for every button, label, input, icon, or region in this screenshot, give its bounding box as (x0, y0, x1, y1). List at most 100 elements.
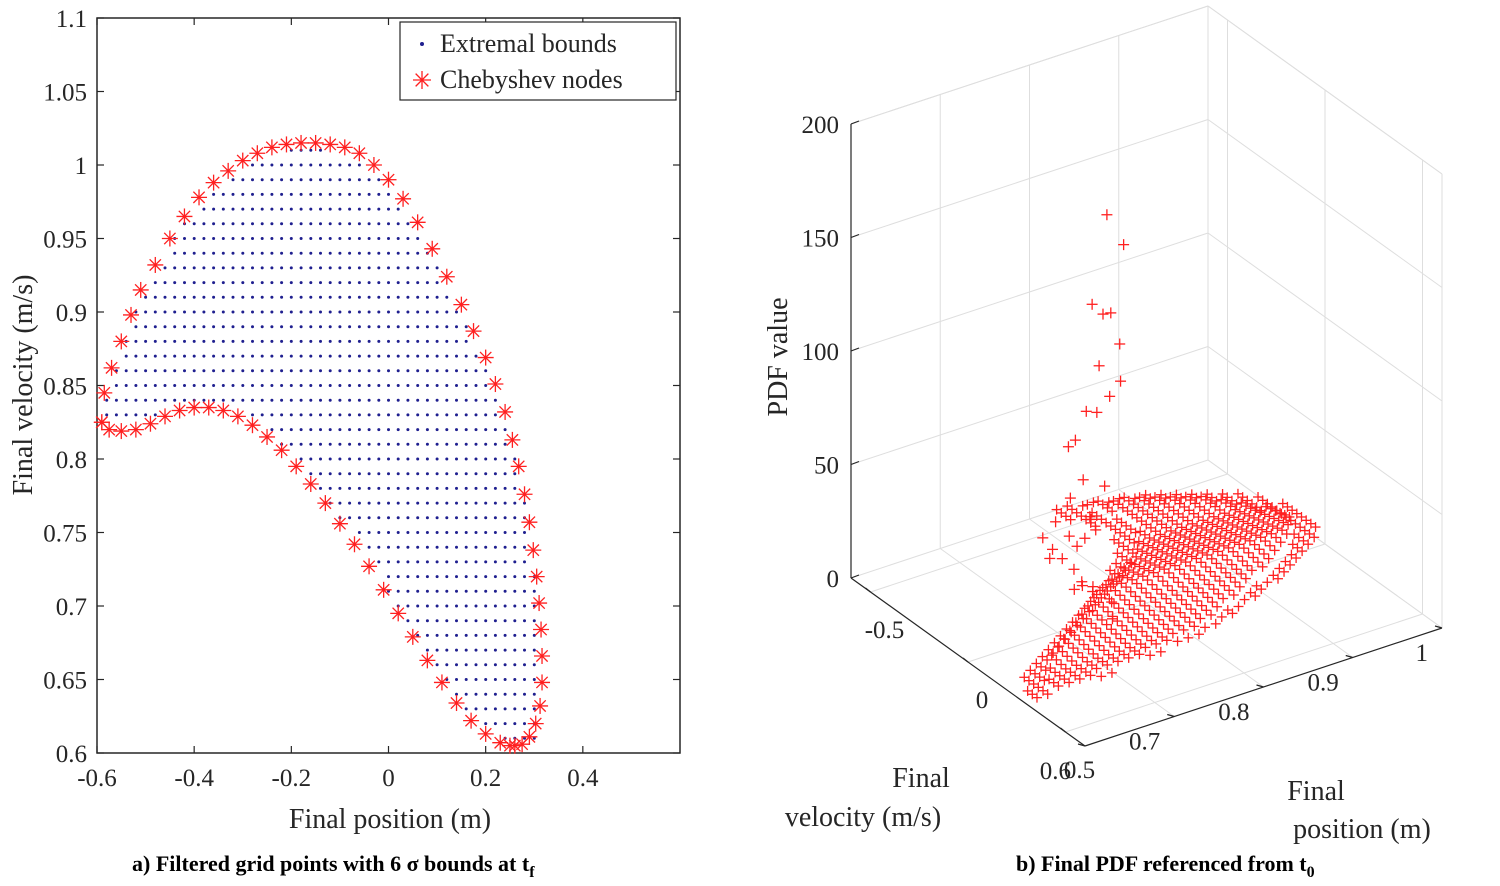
extremal-point (425, 325, 429, 329)
extremal-point (406, 413, 410, 417)
extremal-point (484, 486, 488, 490)
pdf-point (1044, 552, 1056, 564)
extremal-point (493, 633, 497, 637)
chebyshev-node (244, 417, 261, 434)
chebyshev-node (132, 281, 149, 298)
extremal-point (309, 295, 313, 299)
panel-b-caption-text: b) Final PDF referenced from t (1016, 851, 1307, 876)
extremal-point (396, 545, 400, 549)
chebyshev-stroke (304, 477, 317, 491)
extremal-point (474, 648, 478, 652)
extremal-point (455, 398, 458, 402)
pdf-point (1163, 567, 1174, 578)
extremal-point (270, 354, 274, 358)
extremal-point (377, 501, 381, 505)
pdf-point (1173, 620, 1184, 631)
extremal-point (464, 678, 468, 681)
extremal-point (319, 295, 322, 299)
chebyshev-stroke (129, 423, 142, 436)
pdf-point (1166, 550, 1177, 561)
chebyshev-node (487, 376, 504, 393)
extremal-point (367, 531, 371, 534)
pdf-point (1256, 524, 1267, 535)
extremal-point (377, 369, 381, 373)
pdf-point (1093, 360, 1105, 372)
pdf-point (1168, 572, 1179, 583)
extremal-point (183, 339, 186, 343)
chebyshev-node (317, 495, 334, 512)
extremal-point (280, 295, 284, 299)
pdf-point (1258, 548, 1269, 559)
extremal-point (124, 354, 128, 358)
extremal-point (251, 384, 254, 387)
extremal-point (455, 633, 458, 637)
pdf-point (1204, 579, 1215, 590)
extremal-point (144, 413, 148, 417)
extremal-point (503, 428, 507, 432)
extremal-point (493, 589, 497, 593)
panel-a-x-tick-labels: -0.6 -0.4 -0.2 0 0.2 0.4 (77, 765, 599, 792)
pdf-point (1138, 613, 1149, 624)
chebyshev-node (234, 152, 251, 169)
pdf-point (1271, 532, 1282, 543)
extremal-point (503, 678, 507, 681)
extremal-point (270, 325, 274, 329)
pdf-point (1130, 527, 1141, 538)
pdf-point (1114, 572, 1125, 583)
extremal-point (348, 501, 352, 505)
extremal-point (387, 457, 390, 461)
pdf-point (1173, 577, 1184, 588)
pdf-point (1185, 560, 1196, 571)
chebyshev-stroke (534, 623, 548, 636)
chebyshev-node (307, 134, 324, 151)
extremal-point (309, 207, 313, 211)
legend-extremal-label: Extremal bounds (440, 29, 617, 58)
pdf-point (1130, 591, 1141, 602)
extremal-point (367, 384, 371, 387)
extremal-point (289, 281, 293, 285)
extremal-point (309, 457, 313, 461)
extremal-point (484, 457, 488, 461)
extremal-point (251, 222, 254, 226)
extremal-point (338, 266, 342, 270)
extremal-point (445, 560, 449, 564)
back-wall-grid-line (1207, 346, 1443, 515)
extremal-point (338, 457, 342, 461)
extremal-point (406, 604, 410, 608)
chebyshev-stroke (173, 404, 186, 417)
extremal-point (425, 472, 429, 476)
extremal-point (280, 163, 284, 167)
pdf-point (1196, 557, 1207, 568)
extremal-point (163, 339, 167, 343)
x-tick-label: 0 (382, 765, 395, 792)
extremal-point (416, 633, 420, 637)
extremal-point (357, 354, 361, 358)
pdf-point (1097, 308, 1109, 320)
extremal-point (251, 369, 254, 373)
extremal-point (241, 310, 245, 314)
extremal-point (464, 369, 468, 373)
extremal-point (493, 560, 497, 564)
pdf-point (1053, 681, 1064, 692)
pdf-point (1172, 545, 1183, 556)
extremal-point (357, 325, 361, 329)
extremal-point (416, 369, 420, 373)
extremal-point (338, 472, 342, 476)
pdf-point (1198, 587, 1209, 598)
extremal-point (114, 384, 118, 387)
pdf-point (1247, 520, 1258, 531)
extremal-point (455, 413, 458, 417)
extremal-point (280, 325, 284, 329)
pdf-point (1102, 585, 1113, 596)
chebyshev-node (263, 139, 280, 156)
extremal-point (532, 736, 536, 740)
pdf-point (1265, 503, 1276, 514)
extremal-point (348, 442, 352, 446)
extremal-point (367, 178, 371, 182)
pdf-point (1165, 525, 1176, 536)
pdf-point (1165, 598, 1176, 609)
extremal-point (221, 339, 225, 343)
extremal-point (455, 442, 458, 446)
pdf-point (1102, 659, 1113, 670)
extremal-point (348, 413, 352, 417)
